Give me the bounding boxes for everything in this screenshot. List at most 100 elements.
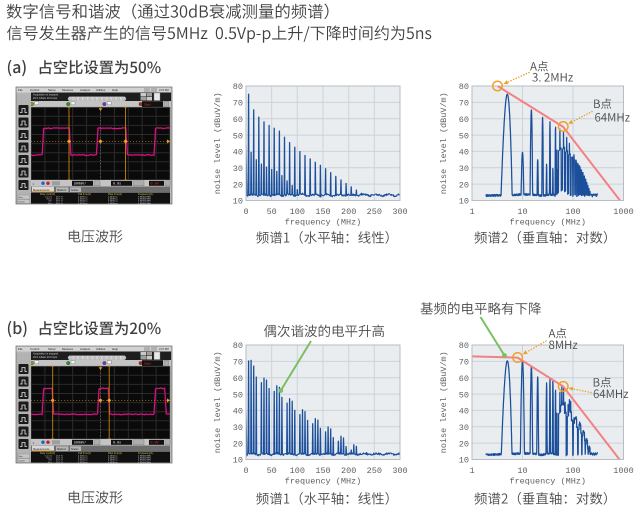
svg-text:50: 50 — [233, 131, 243, 141]
svg-text:4.5208 ns: 4.5208 ns — [78, 203, 89, 205]
svg-text:1: 1 — [33, 441, 35, 445]
svg-text:1000: 1000 — [613, 466, 633, 476]
svg-text:20: 20 — [459, 439, 469, 449]
svg-text:20: 20 — [459, 180, 469, 190]
svg-text:Utilities: Utilities — [96, 347, 106, 351]
svg-text:4.4930 ns: 4.4930 ns — [108, 460, 119, 462]
svg-text:Max: Max — [19, 197, 24, 199]
svg-text:Frequency(1): Frequency(1) — [138, 451, 154, 455]
svg-text:300: 300 — [392, 466, 407, 476]
svg-text:Scales: Scales — [71, 448, 79, 451]
svg-text:Measurements: Measurements — [33, 448, 50, 451]
svg-text:40: 40 — [459, 148, 469, 158]
svg-text:Delete: Delete — [19, 201, 26, 204]
svg-text:10: 10 — [233, 197, 243, 207]
svg-text:4.99400 MHz: 4.99400 MHz — [138, 455, 151, 457]
svg-text:50: 50 — [267, 466, 277, 476]
svg-text:30: 30 — [459, 423, 469, 433]
svg-text:40: 40 — [233, 407, 243, 417]
svg-text:Fall time(1): Fall time(1) — [78, 451, 91, 455]
svg-text:200: 200 — [341, 207, 356, 217]
svg-text:20.7 %: 20.7 % — [56, 462, 63, 464]
svg-text:Control: Control — [30, 88, 40, 92]
svg-text:Utilities: Utilities — [96, 88, 106, 92]
svg-text:4.99400 MHz: 4.99400 MHz — [138, 199, 151, 201]
svg-text:frequency (MHz): frequency (MHz) — [509, 218, 586, 228]
svg-text:50mV: 50mV — [144, 104, 151, 107]
svg-text:4.4930 ns: 4.4930 ns — [108, 201, 119, 203]
svg-text:Current: Current — [45, 195, 53, 198]
svg-text:60: 60 — [233, 115, 243, 125]
svg-text:100: 100 — [565, 466, 580, 476]
svg-text:Delete: Delete — [19, 460, 26, 463]
svg-text:10: 10 — [459, 456, 469, 466]
svg-text:250: 250 — [367, 207, 382, 217]
svg-text:4.5203 ns: 4.5203 ns — [78, 201, 89, 203]
svg-text:4.99400 MHz: 4.99400 MHz — [138, 458, 151, 460]
svg-text:0.0V: 0.0V — [151, 442, 160, 446]
svg-text:50: 50 — [267, 207, 277, 217]
svg-text:70: 70 — [459, 358, 469, 368]
svg-text:49.7 %: 49.7 % — [56, 199, 63, 201]
svg-text:80: 80 — [459, 341, 469, 351]
svg-text:noise level (dBuV/m): noise level (dBuV/m) — [213, 92, 223, 194]
svg-text:10: 10 — [517, 207, 527, 217]
svg-text:Setup: Setup — [48, 347, 56, 351]
svg-text:Markers: Markers — [57, 448, 67, 451]
svg-text:20.0 GSa/s 10.0 kpts: 20.0 GSa/s 10.0 kpts — [33, 96, 58, 100]
svg-text:4.4934 ns: 4.4934 ns — [108, 455, 119, 457]
svg-text:100: 100 — [290, 207, 305, 217]
svg-text:3:37 PM: 3:37 PM — [159, 347, 169, 351]
svg-text:Measure: Measure — [62, 88, 74, 92]
svg-text:File: File — [18, 347, 23, 351]
svg-text:Help: Help — [112, 88, 118, 92]
svg-text:frequency (MHz): frequency (MHz) — [509, 477, 586, 487]
svg-text:4.99400 MHz: 4.99400 MHz — [138, 203, 151, 205]
svg-text:4.99400 MHz: 4.99400 MHz — [138, 196, 151, 198]
svg-text:Max: Max — [19, 456, 24, 458]
svg-text:4.5260 ns: 4.5260 ns — [78, 455, 89, 457]
svg-text:80: 80 — [233, 341, 243, 351]
svg-text:Duty cycle(1): Duty cycle(1) — [40, 192, 55, 196]
svg-text:20.7 %: 20.7 % — [56, 455, 63, 457]
svg-text:Measurements: Measurements — [33, 189, 50, 192]
svg-text:Rise time(1): Rise time(1) — [108, 192, 122, 196]
svg-text:50: 50 — [233, 390, 243, 400]
svg-text:Analyze: Analyze — [80, 347, 91, 351]
svg-text:Min: Min — [48, 201, 52, 203]
svg-text:Max: Max — [48, 203, 53, 205]
svg-text:Scales: Scales — [71, 189, 79, 192]
svg-text:100: 100 — [565, 207, 580, 217]
svg-text:0.0s: 0.0s — [113, 442, 121, 446]
svg-text:49.7 %: 49.7 % — [56, 201, 63, 203]
svg-text:4.4934 ns: 4.4934 ns — [108, 196, 119, 198]
svg-text:Current: Current — [45, 454, 53, 457]
svg-text:4.99400 MHz: 4.99400 MHz — [138, 201, 151, 203]
svg-text:80: 80 — [233, 82, 243, 92]
svg-text:80: 80 — [459, 82, 469, 92]
svg-text:10: 10 — [233, 456, 243, 466]
svg-text:40: 40 — [459, 407, 469, 417]
svg-text:4.4938 ns: 4.4938 ns — [108, 203, 119, 205]
svg-text:250: 250 — [367, 466, 382, 476]
svg-text:3:37 PM: 3:37 PM — [159, 88, 169, 92]
svg-text:30: 30 — [459, 164, 469, 174]
svg-text:0: 0 — [243, 466, 248, 476]
svg-text:Setup: Setup — [48, 88, 56, 92]
svg-text:20.7 %: 20.7 % — [56, 458, 63, 460]
svg-text:70: 70 — [233, 99, 243, 109]
svg-text:4.5202 ns: 4.5202 ns — [78, 458, 89, 460]
svg-text:4.4938 ns: 4.4938 ns — [108, 458, 119, 460]
svg-text:50: 50 — [459, 131, 469, 141]
svg-text:Rise time(1): Rise time(1) — [108, 451, 122, 455]
svg-text:Analyze: Analyze — [80, 88, 91, 92]
svg-text:150: 150 — [315, 466, 330, 476]
svg-text:20.7 %: 20.7 % — [56, 460, 63, 462]
svg-text:70: 70 — [233, 358, 243, 368]
svg-text:noise level (dBuV/m): noise level (dBuV/m) — [439, 92, 449, 194]
svg-text:30: 30 — [233, 423, 243, 433]
svg-text:150: 150 — [315, 207, 330, 217]
svg-text:Markers: Markers — [57, 189, 67, 192]
svg-text:Mean: Mean — [47, 199, 53, 201]
svg-text:60: 60 — [459, 374, 469, 384]
